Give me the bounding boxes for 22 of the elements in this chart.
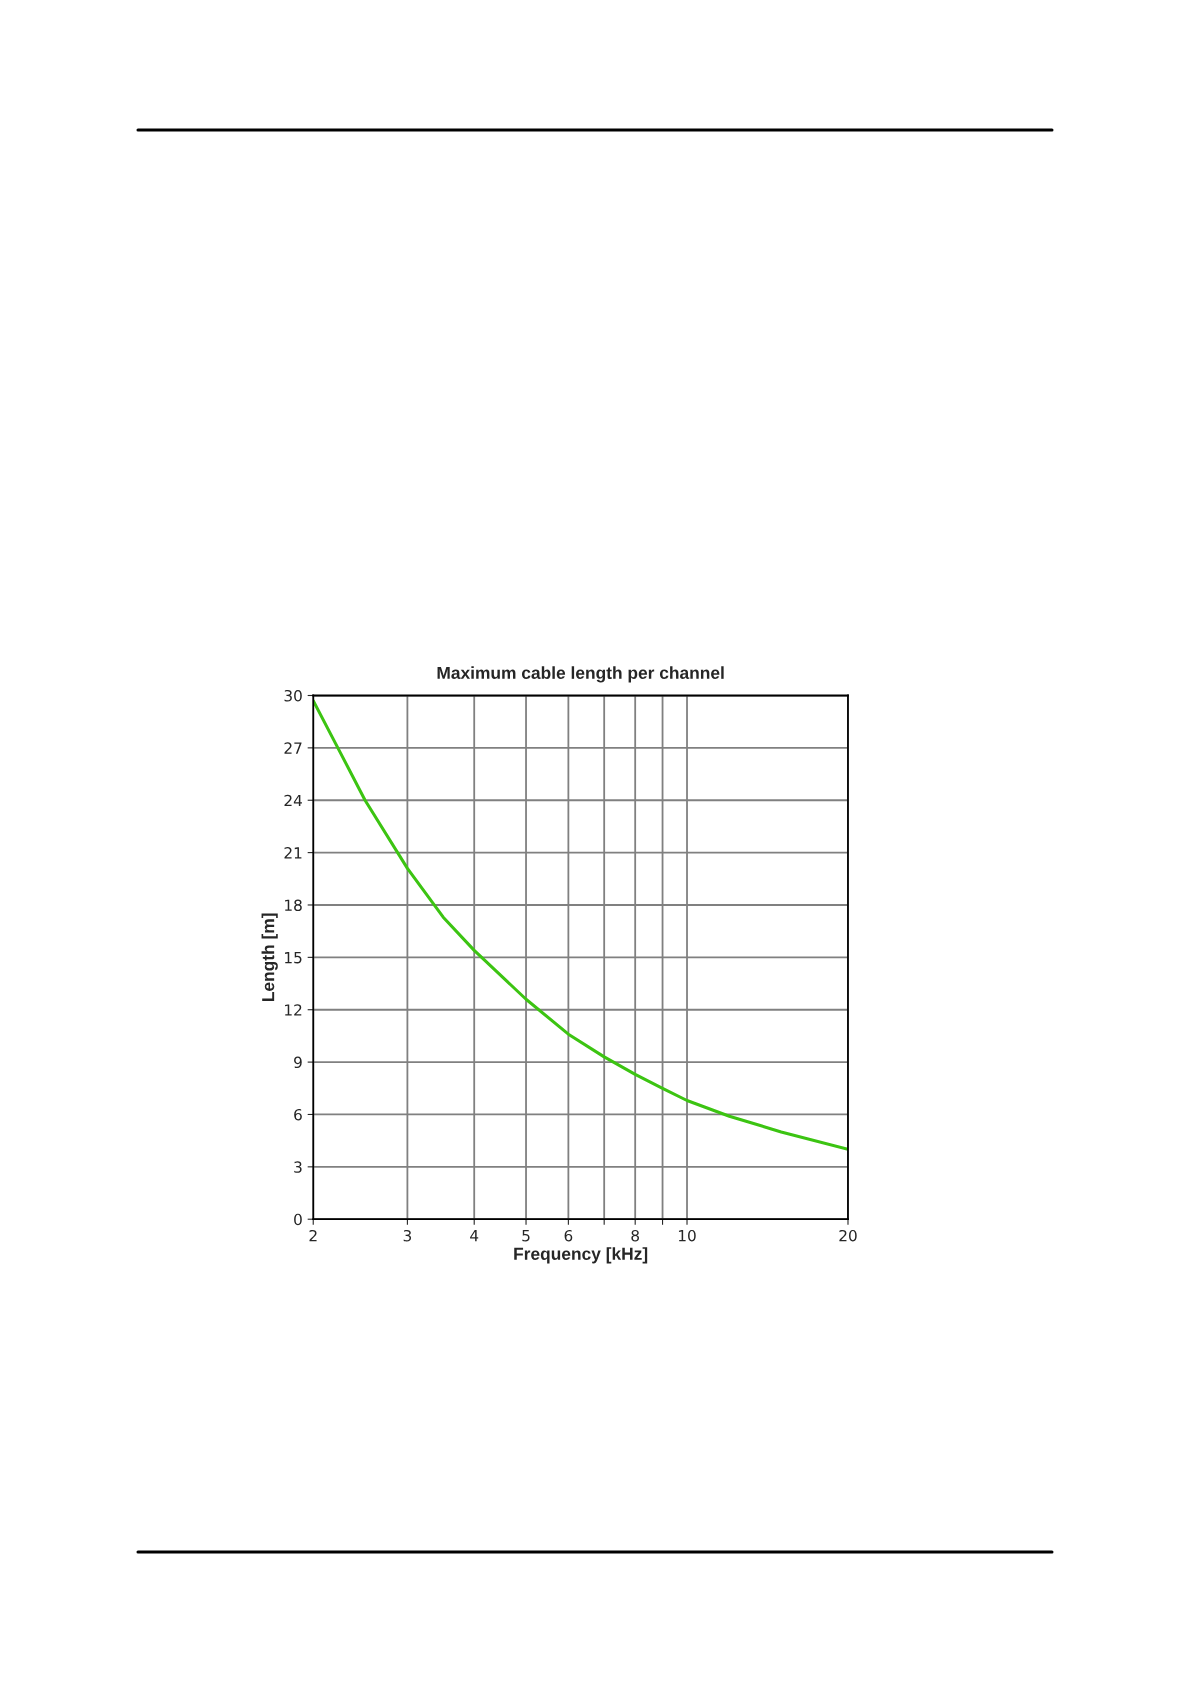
y-tick-label: 21 xyxy=(284,847,302,859)
y-tick-label: 3 xyxy=(294,1161,302,1173)
x-tick-label: 2 xyxy=(309,1229,317,1242)
y-tick-label: 6 xyxy=(294,1108,302,1121)
y-tick-label: 30 xyxy=(284,689,302,702)
y-tick-label: 0 xyxy=(294,1213,302,1226)
x-tick-label: 20 xyxy=(839,1229,857,1242)
y-tick-label: 27 xyxy=(284,742,302,754)
y-tick-label: 15 xyxy=(285,952,302,964)
x-tick-label: 10 xyxy=(678,1229,696,1242)
y-tick-label: 12 xyxy=(285,1004,302,1016)
x-tick-label: 6 xyxy=(564,1229,573,1242)
y-axis-title: Length [m] xyxy=(261,913,278,1002)
y-tick-label: 24 xyxy=(284,794,302,807)
y-tick-label: 9 xyxy=(294,1056,302,1069)
y-tick-label: 18 xyxy=(285,899,302,911)
x-axis-title: Frequency [kHz] xyxy=(514,1247,648,1264)
x-tick-label: 4 xyxy=(470,1230,479,1242)
x-tick-label: 5 xyxy=(522,1230,530,1242)
x-tick-label: 8 xyxy=(631,1229,639,1242)
chart-title: Maximum cable length per channel xyxy=(437,666,724,683)
x-tick-label: 3 xyxy=(403,1229,412,1242)
